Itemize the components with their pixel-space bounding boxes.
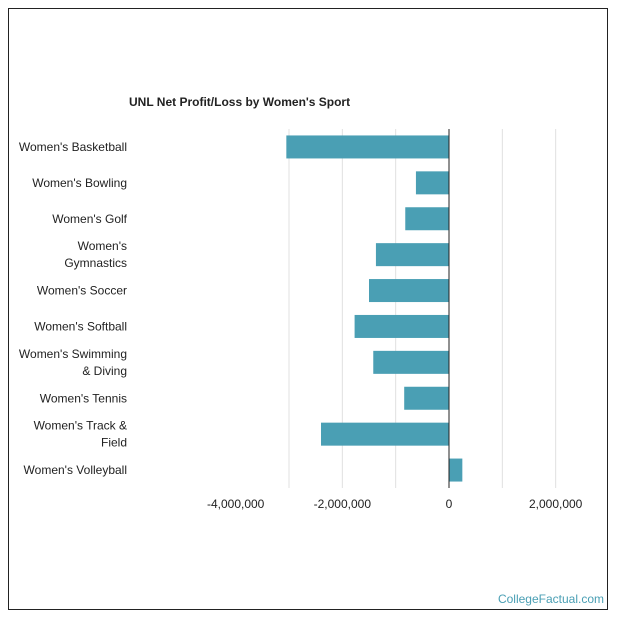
category-label: Women's Volleyball: [24, 463, 127, 477]
category-label: Women's Softball: [34, 319, 127, 333]
category-label: Women's Track &: [34, 419, 127, 433]
category-labels: Women's Basketball Women's Bowling Women's…: [19, 140, 128, 477]
bar: [415, 171, 449, 195]
bar: [369, 279, 449, 303]
chart-title: UNL Net Profit/Loss by Women's Sport: [129, 95, 350, 109]
category-label: & Diving: [82, 364, 127, 378]
category-label: Women's Bowling: [32, 176, 127, 190]
bar: [286, 135, 449, 159]
category-label: Field: [101, 436, 127, 450]
bar: [354, 314, 449, 338]
chart-frame: [8, 8, 608, 610]
category-label: Women's Tennis: [40, 391, 127, 405]
category-label: Women's Basketball: [19, 140, 127, 154]
bar: [321, 422, 449, 446]
x-tick-labels: -4,000,000 -2,000,000 0 2,000,000: [207, 497, 583, 511]
category-label: Women's Golf: [52, 212, 127, 226]
bar: [449, 458, 463, 482]
x-tick-label: 2,000,000: [529, 497, 583, 511]
category-label: Women's Soccer: [37, 284, 127, 298]
bar: [375, 243, 449, 267]
category-label: Women's Swimming: [19, 347, 127, 361]
bar: [404, 386, 449, 410]
category-label: Women's: [78, 239, 127, 253]
bar: [405, 207, 449, 231]
x-tick-label: -4,000,000: [207, 497, 265, 511]
category-label: Gymnastics: [64, 256, 127, 270]
x-tick-label: 0: [446, 497, 453, 511]
x-tick-label: -2,000,000: [314, 497, 372, 511]
bar: [373, 350, 449, 374]
bars: [286, 135, 463, 482]
watermark-text: CollegeFactual.com: [497, 592, 604, 606]
